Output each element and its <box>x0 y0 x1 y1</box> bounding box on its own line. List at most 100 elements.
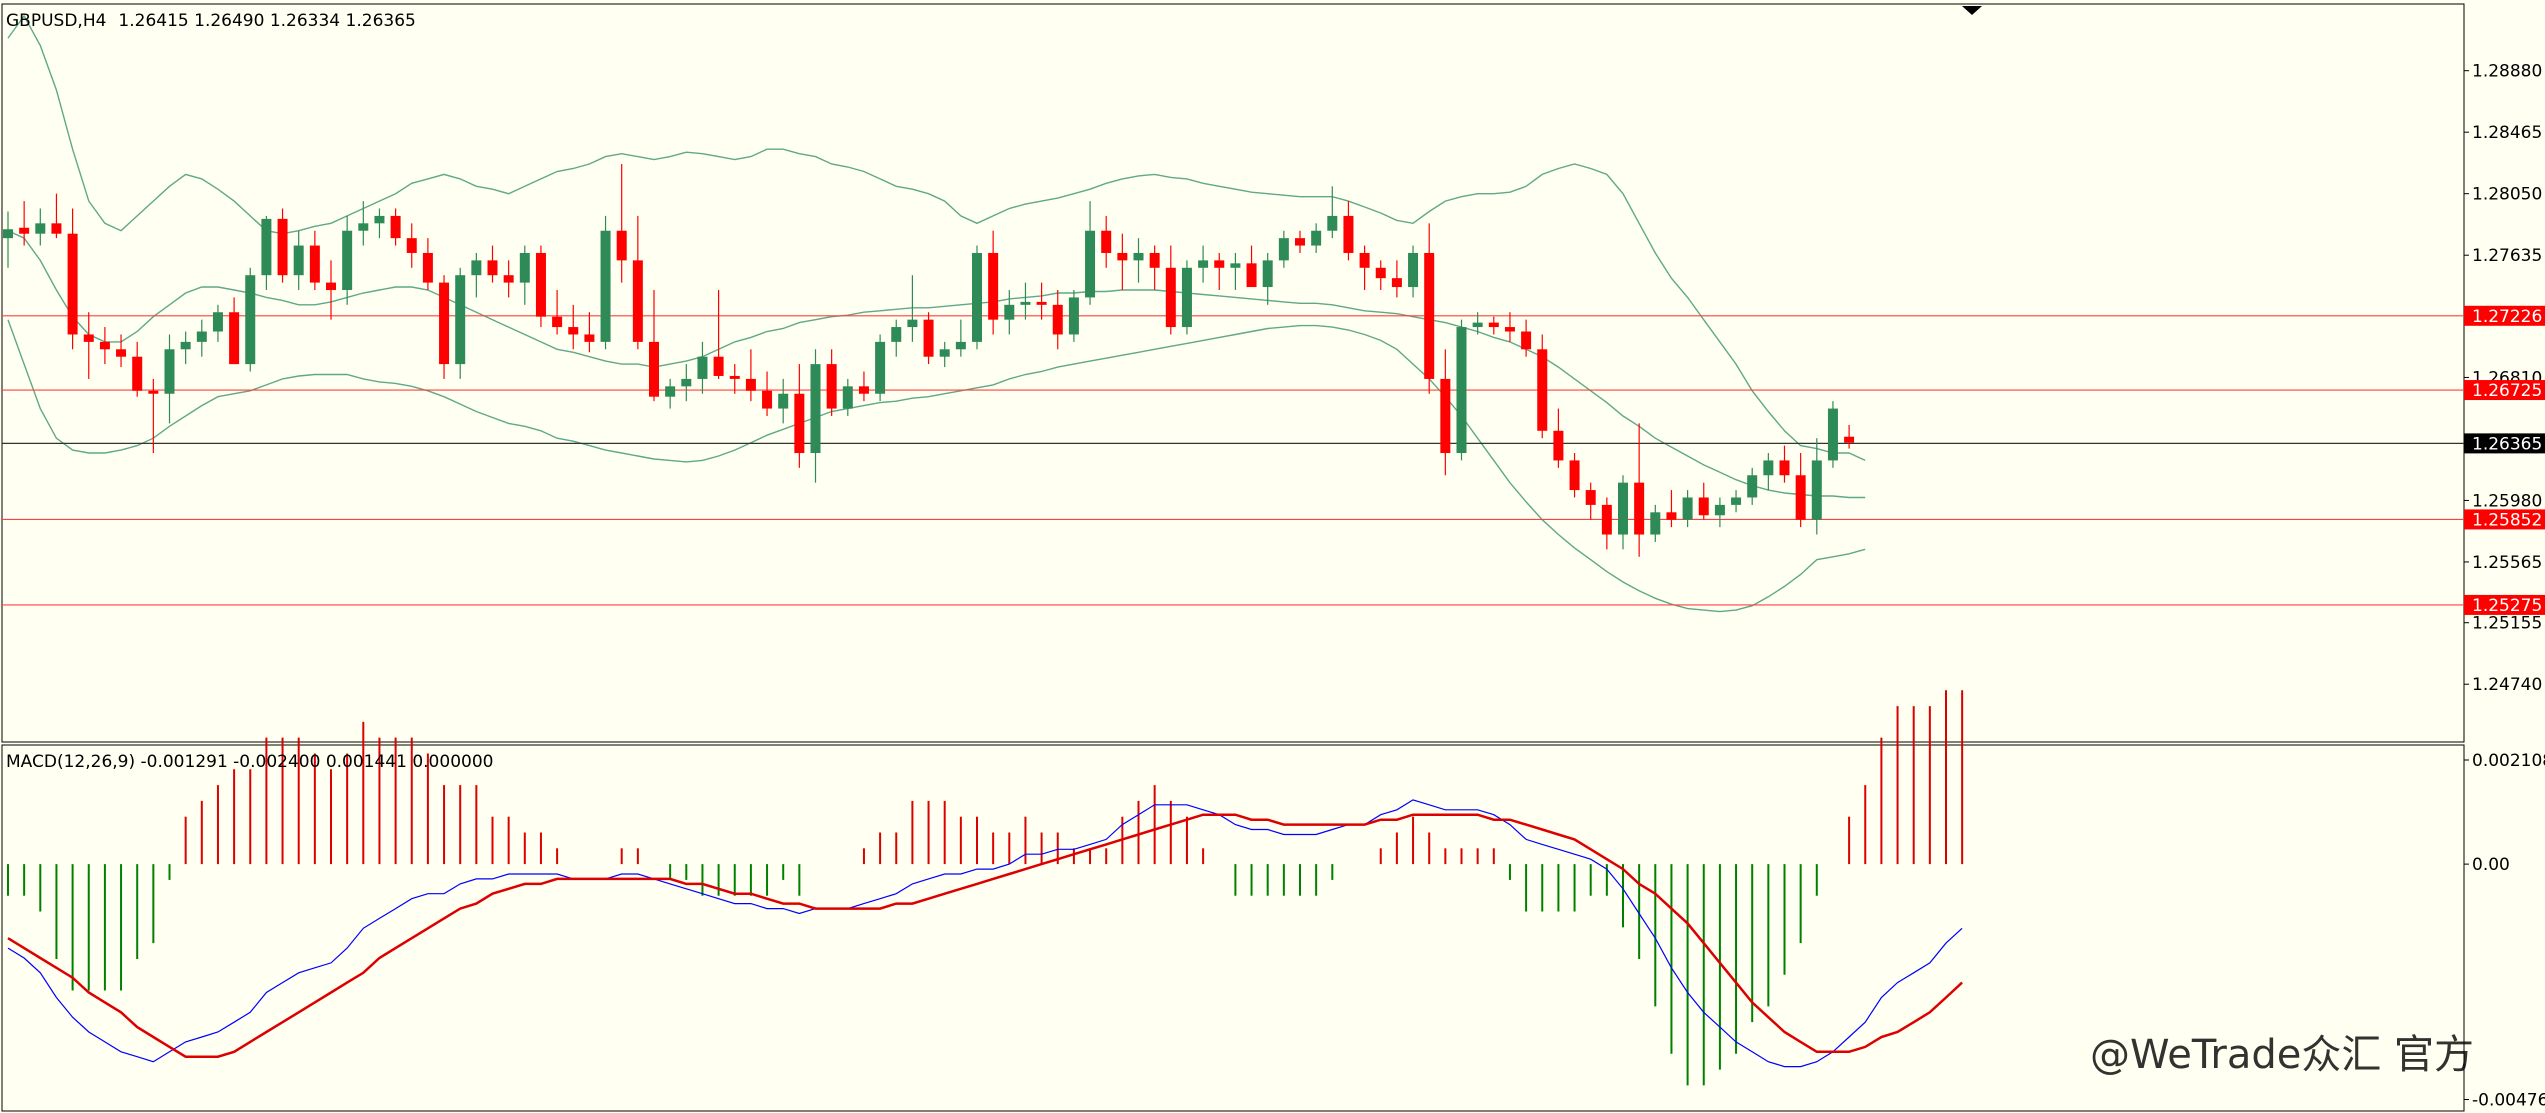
candle <box>309 230 320 291</box>
candle <box>955 319 966 357</box>
level-tag-label: 1.25275 <box>2472 596 2542 616</box>
candle-body <box>1440 378 1451 454</box>
chart-header: GBPUSD,H4 1.26415 1.26490 1.26334 1.26365 <box>6 11 416 31</box>
candle <box>3 211 13 268</box>
macd-panel-frame <box>1 744 2465 1112</box>
candle-body <box>342 230 353 291</box>
candle-body <box>503 275 514 283</box>
candle <box>1036 282 1047 320</box>
candle <box>1698 482 1709 520</box>
signal-line <box>7 813 1963 1058</box>
band-upper <box>7 14 1866 462</box>
candle <box>842 378 853 416</box>
candle <box>422 238 433 291</box>
candle-body <box>1521 331 1532 350</box>
candle <box>826 349 837 416</box>
candle <box>487 245 498 283</box>
candle-body <box>1844 436 1855 443</box>
candle <box>1295 230 1305 253</box>
candle-body <box>487 260 498 276</box>
candle-body <box>1714 504 1725 516</box>
candle-body <box>422 252 433 283</box>
macd-line <box>7 799 1963 1068</box>
candle <box>1488 316 1499 335</box>
main-panel-frame <box>1 3 2465 743</box>
candle-body <box>519 252 530 283</box>
candle <box>1149 245 1160 291</box>
candle-body <box>778 393 789 409</box>
candle-body <box>1408 252 1419 288</box>
candle <box>1311 223 1322 253</box>
candle-body <box>616 230 627 261</box>
candle <box>632 215 643 350</box>
candle <box>1133 238 1144 283</box>
candle-body <box>1537 349 1548 431</box>
price-tick-label: 1.27635 <box>2472 246 2542 266</box>
candle <box>907 275 918 342</box>
candle-body <box>1698 497 1709 516</box>
level-tag-label: 1.27226 <box>2472 307 2542 327</box>
candle-body <box>309 245 320 283</box>
candle-body <box>261 218 272 276</box>
price-tick-label: 1.24740 <box>2472 675 2542 695</box>
candle-body <box>1214 260 1225 268</box>
candle-body <box>1230 263 1241 268</box>
candle-body <box>116 349 127 357</box>
candle-body <box>1779 460 1790 476</box>
candle-body <box>1278 238 1289 261</box>
candle <box>681 364 692 402</box>
candle <box>1246 245 1257 288</box>
candle-body <box>1311 230 1322 246</box>
candle <box>939 341 950 368</box>
candle <box>1553 408 1564 468</box>
candle <box>1811 438 1822 535</box>
candle <box>19 201 30 246</box>
macd-axis: 0.002108 0.00 -0.004766 <box>2464 751 2545 1111</box>
candle <box>1214 252 1225 291</box>
candle <box>164 334 175 424</box>
candle <box>1521 319 1532 357</box>
candle <box>326 260 336 320</box>
candle-body <box>1036 301 1047 305</box>
candle <box>406 223 417 268</box>
candle <box>116 334 127 368</box>
candle <box>988 230 999 335</box>
candle-body <box>875 341 886 394</box>
candle <box>1666 490 1677 528</box>
candle <box>972 245 982 350</box>
candle-body <box>713 356 724 376</box>
candle <box>1601 497 1612 550</box>
candle-body <box>1052 304 1063 335</box>
candle-body <box>1133 252 1144 261</box>
candle-body <box>1165 267 1176 328</box>
level-tag-label: 1.25852 <box>2472 510 2542 530</box>
candle <box>1181 260 1192 335</box>
candle <box>132 341 143 397</box>
band-lower <box>7 319 1866 613</box>
candle <box>196 319 207 357</box>
candle <box>1068 290 1079 342</box>
candle <box>535 245 546 328</box>
candle <box>891 319 902 357</box>
candle-body <box>1569 460 1580 491</box>
candle-body <box>132 356 143 391</box>
candle-body <box>455 275 466 365</box>
macd-histogram <box>7 690 1964 1086</box>
candle <box>713 290 724 379</box>
candle-body <box>1456 327 1467 454</box>
candle-body <box>3 229 13 239</box>
candle-body <box>584 334 595 342</box>
candle <box>923 312 934 365</box>
candle <box>794 364 805 468</box>
candle <box>1682 490 1693 528</box>
candle <box>1779 445 1790 483</box>
candle-body <box>439 282 450 365</box>
candle <box>1440 349 1451 476</box>
candle <box>342 215 353 305</box>
candle <box>600 215 611 350</box>
candle-body <box>762 390 773 409</box>
candle-body <box>1262 260 1273 288</box>
chart-shift-icon[interactable] <box>1962 6 1982 15</box>
candle-body <box>1295 238 1305 246</box>
